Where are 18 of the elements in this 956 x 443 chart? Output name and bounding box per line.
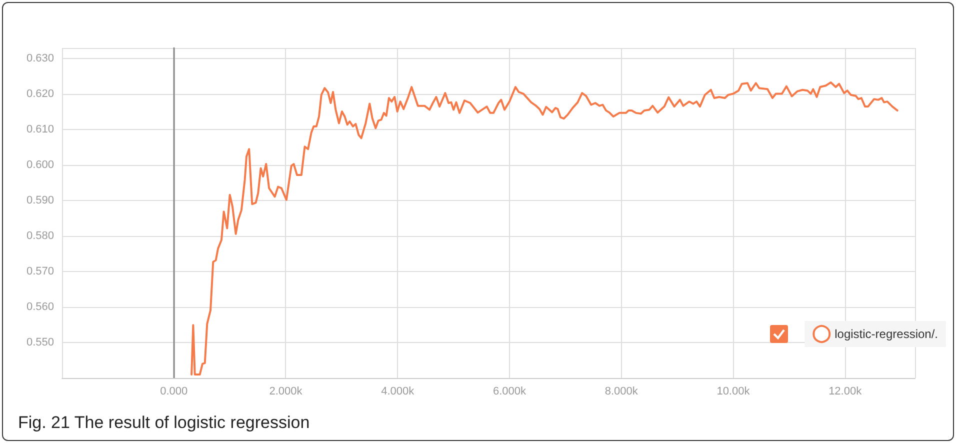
x-tick-label: 8.000k — [604, 386, 638, 398]
y-tick-label: 0.630 — [26, 52, 54, 65]
y-tick-label: 0.560 — [26, 301, 54, 314]
y-tick-label: 0.600 — [26, 159, 54, 172]
caption: Fig. 21 The result of logistic regression — [18, 413, 310, 433]
y-tick-label: 0.610 — [26, 124, 54, 136]
y-tick-label: 0.580 — [26, 230, 54, 242]
x-tick-label: 12.00k — [828, 386, 862, 398]
y-tick-label: 0.570 — [26, 266, 54, 278]
x-tick-label: 6.000k — [492, 386, 526, 398]
y-tick-label: 0.550 — [26, 336, 54, 349]
x-tick-label: 10.00k — [716, 386, 750, 398]
y-tick-label: 0.590 — [26, 194, 54, 207]
x-tick-label: 2.000k — [269, 386, 303, 398]
y-tick-label: 0.620 — [26, 88, 54, 100]
legend-label: logistic-regression/. — [834, 327, 938, 341]
x-tick-label: 0.000 — [160, 386, 188, 398]
x-tick-label: 4.000k — [381, 386, 415, 398]
